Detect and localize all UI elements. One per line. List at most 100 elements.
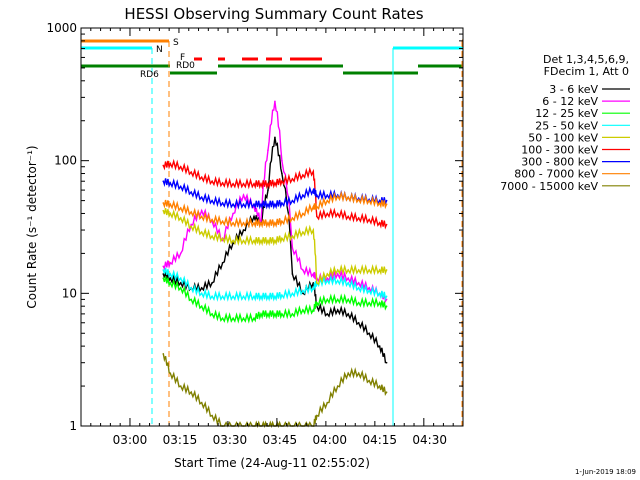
data-point bbox=[221, 237, 224, 240]
legend-label: 3 - 6 keV bbox=[549, 83, 598, 96]
data-point bbox=[281, 180, 283, 183]
data-point bbox=[336, 279, 339, 282]
data-point bbox=[378, 222, 381, 224]
data-point bbox=[211, 313, 213, 315]
data-point bbox=[385, 305, 388, 307]
data-point bbox=[267, 203, 269, 205]
x-axis: 03:00 03:15 03:30 03:45 04:00 04:15 04:30 bbox=[80, 28, 464, 447]
data-point bbox=[385, 223, 388, 226]
data-point bbox=[326, 401, 329, 404]
data-point bbox=[242, 182, 245, 185]
y-tick-label: 1 bbox=[69, 419, 77, 433]
data-point bbox=[302, 194, 304, 196]
legend-label: 300 - 800 keV bbox=[521, 156, 598, 169]
data-point bbox=[232, 295, 234, 298]
x-tick-label: 03:45 bbox=[263, 433, 298, 447]
legend-label: 25 - 50 keV bbox=[535, 119, 598, 132]
data-point bbox=[336, 309, 339, 311]
x-tick-label: 04:30 bbox=[412, 433, 447, 447]
data-point bbox=[169, 372, 172, 375]
data-point bbox=[274, 239, 276, 242]
data-point bbox=[378, 269, 381, 271]
data-point bbox=[162, 277, 165, 280]
data-point bbox=[316, 194, 318, 196]
data-point bbox=[162, 180, 165, 183]
series-8 bbox=[162, 353, 388, 429]
data-point bbox=[368, 301, 370, 304]
data-point bbox=[179, 282, 182, 284]
data-point bbox=[347, 282, 350, 284]
y-tick-label: 100 bbox=[54, 154, 77, 168]
data-point bbox=[190, 191, 192, 193]
data-point bbox=[316, 301, 318, 304]
data-point bbox=[190, 225, 192, 228]
series-5 bbox=[162, 158, 388, 230]
data-point bbox=[221, 220, 224, 222]
data-point bbox=[378, 301, 381, 304]
data-point bbox=[253, 317, 255, 319]
data-point bbox=[312, 309, 315, 311]
data-point bbox=[211, 235, 213, 237]
data-point bbox=[378, 292, 381, 295]
data-point bbox=[253, 215, 255, 218]
plot-frame bbox=[80, 27, 464, 427]
data-point bbox=[190, 211, 192, 213]
data-point bbox=[291, 235, 294, 237]
y-tick-label: 1000 bbox=[46, 21, 77, 35]
data-point bbox=[312, 287, 315, 289]
flag-label-rd6: RD6 bbox=[140, 70, 159, 80]
data-point bbox=[291, 247, 294, 249]
data-point bbox=[267, 295, 269, 298]
data-point bbox=[291, 199, 294, 202]
data-point bbox=[200, 215, 203, 218]
data-point bbox=[326, 194, 329, 196]
data-point bbox=[378, 385, 381, 387]
data-point bbox=[242, 203, 245, 205]
data-point bbox=[316, 282, 318, 284]
data-point bbox=[242, 295, 245, 298]
data-point bbox=[357, 301, 360, 304]
data-point bbox=[312, 229, 315, 231]
data-point bbox=[281, 237, 283, 240]
legend-label: 50 - 100 keV bbox=[528, 131, 598, 144]
footer-date: 1-Jun-2019 18:09 bbox=[575, 468, 636, 476]
data-point bbox=[312, 282, 315, 284]
data-point bbox=[260, 203, 262, 205]
data-point bbox=[357, 198, 360, 201]
data-point bbox=[326, 212, 329, 215]
data-point bbox=[378, 345, 381, 347]
data-point bbox=[274, 222, 276, 224]
data-point bbox=[242, 317, 245, 319]
legend: Det 1,3,4,5,6,9,FDecim 1, Att 0 3 - 6 keV… bbox=[500, 53, 630, 193]
data-point bbox=[200, 196, 203, 199]
data-point bbox=[179, 385, 182, 387]
data-point bbox=[326, 199, 329, 202]
data-point bbox=[267, 313, 269, 315]
data-point bbox=[232, 212, 234, 215]
data-point bbox=[336, 269, 339, 271]
data-point bbox=[253, 295, 255, 298]
data-point bbox=[267, 239, 269, 242]
data-point bbox=[260, 222, 262, 224]
data-point bbox=[162, 164, 165, 167]
data-point bbox=[253, 203, 255, 205]
data-point bbox=[200, 231, 203, 233]
x-tick-label: 03:30 bbox=[213, 433, 248, 447]
flag-label-f: F bbox=[180, 53, 185, 63]
y-tick-label: 10 bbox=[62, 286, 77, 300]
data-point bbox=[162, 209, 165, 212]
legend-header: FDecim 1, Att 0 bbox=[544, 65, 629, 78]
data-point bbox=[357, 269, 360, 271]
data-point bbox=[211, 218, 213, 221]
data-point bbox=[281, 220, 283, 222]
data-point bbox=[267, 182, 269, 185]
data-point bbox=[368, 218, 370, 221]
series-2 bbox=[162, 276, 388, 324]
x-tick-label: 03:00 bbox=[113, 433, 148, 447]
data-point bbox=[368, 269, 370, 271]
data-point bbox=[291, 217, 294, 219]
data-point bbox=[162, 269, 165, 271]
data-point bbox=[316, 205, 318, 208]
legend-label: 100 - 300 keV bbox=[521, 144, 598, 157]
data-point bbox=[200, 305, 203, 307]
